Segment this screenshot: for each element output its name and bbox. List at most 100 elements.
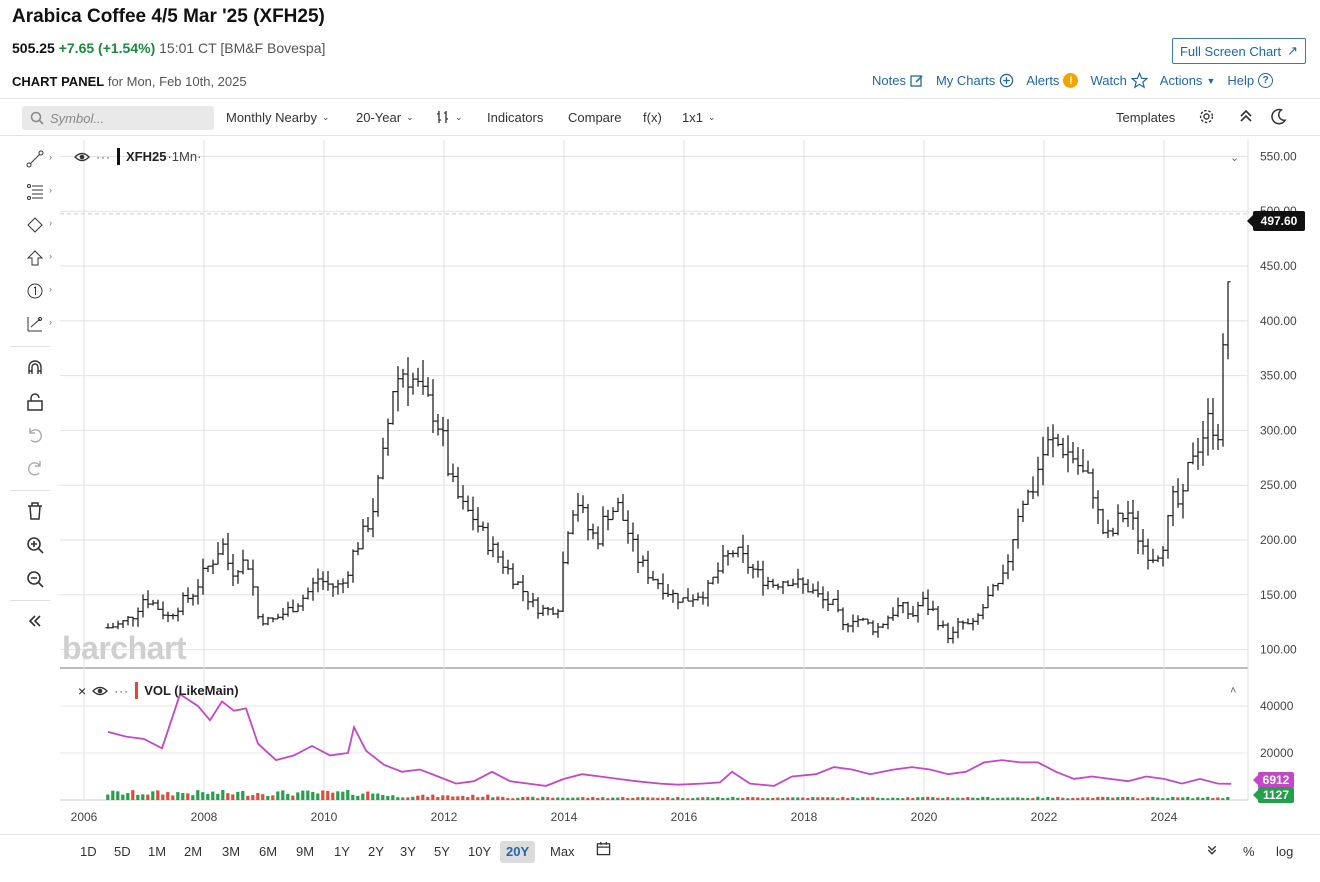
redo-button[interactable] bbox=[22, 457, 48, 479]
gear-icon bbox=[1199, 109, 1214, 124]
volume-bar bbox=[806, 798, 810, 800]
undo-button[interactable] bbox=[22, 424, 48, 446]
volume-bar bbox=[1211, 797, 1215, 800]
volume-bar bbox=[1126, 796, 1130, 800]
symbol-search-input[interactable]: Symbol... bbox=[22, 106, 214, 130]
compare-button[interactable]: Compare bbox=[568, 110, 621, 125]
templates-button[interactable]: Templates bbox=[1116, 110, 1175, 125]
layout-label: 1x1 bbox=[682, 110, 703, 125]
volume-bar bbox=[991, 798, 995, 800]
volume-bar bbox=[1056, 796, 1060, 800]
trendline-tool[interactable] bbox=[22, 148, 48, 170]
layout-dropdown[interactable]: 1x1 ⌄ bbox=[682, 110, 716, 125]
fibonacci-tool[interactable] bbox=[22, 181, 48, 203]
star-icon bbox=[1130, 72, 1148, 89]
period-selector-bar: % log 1D 5D 1M 2M 3M 6M 9M 1Y 2Y 3Y 5Y 10Y 20Y Max bbox=[0, 834, 1320, 864]
zoom-out-button[interactable] bbox=[22, 568, 48, 590]
arrow-tool[interactable] bbox=[22, 247, 48, 269]
chevron-right-icon: › bbox=[49, 152, 52, 162]
shapes-tool[interactable] bbox=[22, 214, 48, 236]
collapse-toolbar-button[interactable] bbox=[1238, 108, 1254, 124]
settings-button[interactable] bbox=[1198, 108, 1215, 125]
eye-icon[interactable] bbox=[92, 685, 109, 697]
volume-bar bbox=[781, 797, 785, 800]
volume-bar bbox=[741, 797, 745, 800]
period-6m[interactable]: 6M bbox=[259, 844, 278, 859]
delete-drawings-button[interactable] bbox=[22, 500, 48, 522]
alerts-link[interactable]: Alerts ! bbox=[1026, 73, 1079, 88]
caret-down-icon: ▼ bbox=[1206, 75, 1216, 86]
annotation-tool[interactable] bbox=[22, 280, 48, 302]
volume-bar bbox=[111, 790, 115, 800]
dark-mode-toggle[interactable] bbox=[1270, 108, 1287, 125]
volume-bar bbox=[901, 798, 905, 800]
my-charts-link[interactable]: My Charts bbox=[936, 73, 1014, 88]
period-1m[interactable]: 1M bbox=[148, 844, 167, 859]
volume-bar bbox=[636, 797, 640, 800]
measure-tool[interactable] bbox=[22, 313, 48, 335]
volume-bar bbox=[796, 797, 800, 800]
price-chart[interactable]: 100.00 150.00 200.00 250.00 300.00 350.00 400.… bbox=[0, 0, 1320, 834]
full-screen-chart-button[interactable]: Full Screen Chart ↗ bbox=[1172, 38, 1306, 64]
period-2m[interactable]: 2M bbox=[184, 844, 203, 859]
more-options-icon[interactable]: ··· bbox=[114, 683, 130, 698]
lock-toggle[interactable] bbox=[22, 391, 48, 413]
period-3m[interactable]: 3M bbox=[222, 844, 241, 859]
chevron-right-icon: › bbox=[49, 251, 52, 261]
volume-bar bbox=[326, 791, 330, 800]
period-max[interactable]: Max bbox=[550, 844, 575, 859]
period-10y[interactable]: 10Y bbox=[468, 844, 492, 859]
percent-scale-toggle[interactable]: % bbox=[1243, 844, 1255, 859]
log-scale-toggle[interactable]: log bbox=[1276, 844, 1294, 859]
main-series-legend[interactable]: ··· XFH25 ·1Mn· bbox=[74, 148, 201, 165]
trendline-icon bbox=[26, 150, 44, 168]
close-icon[interactable]: × bbox=[78, 682, 87, 699]
help-link[interactable]: Help ? bbox=[1227, 73, 1274, 88]
function-button[interactable]: f(x) bbox=[643, 110, 662, 125]
volume-tick-label: 20000 bbox=[1260, 746, 1294, 760]
period-9m[interactable]: 9M bbox=[296, 844, 315, 859]
volume-bar bbox=[1191, 798, 1195, 800]
aggregation-dropdown[interactable]: Monthly Nearby ⌄ bbox=[226, 110, 330, 125]
chart-type-dropdown[interactable]: ⌄ bbox=[436, 110, 463, 124]
range-dropdown[interactable]: 20-Year ⌄ bbox=[356, 110, 414, 125]
volume-bar bbox=[1076, 797, 1080, 800]
period-3y[interactable]: 3Y bbox=[400, 844, 416, 859]
volume-bar bbox=[816, 797, 820, 800]
volume-bar bbox=[271, 795, 275, 800]
volume-bar bbox=[276, 791, 280, 800]
volume-bar bbox=[626, 798, 630, 800]
volume-bar bbox=[391, 795, 395, 800]
volume-bar bbox=[956, 797, 960, 800]
period-5y[interactable]: 5Y bbox=[434, 844, 450, 859]
zoom-in-button[interactable] bbox=[22, 534, 48, 556]
more-options-icon[interactable]: ··· bbox=[96, 149, 111, 164]
magnet-toggle[interactable] bbox=[22, 357, 48, 379]
expand-down-button[interactable] bbox=[1200, 841, 1224, 863]
volume-bar bbox=[641, 797, 645, 800]
actions-menu[interactable]: Actions ▼ bbox=[1160, 73, 1216, 88]
period-20y[interactable]: 20Y bbox=[500, 841, 536, 863]
volume-bar bbox=[1141, 798, 1145, 800]
volume-bar bbox=[336, 791, 340, 800]
indicators-button[interactable]: Indicators bbox=[487, 110, 543, 125]
eye-icon[interactable] bbox=[74, 151, 90, 163]
notes-link[interactable]: Notes bbox=[872, 73, 924, 88]
volume-bar bbox=[821, 797, 825, 800]
volume-legend[interactable]: × ··· VOL (LikeMain) bbox=[78, 682, 239, 699]
volume-bar bbox=[1026, 797, 1030, 800]
period-1d[interactable]: 1D bbox=[80, 844, 97, 859]
volume-bar bbox=[1091, 798, 1095, 800]
volume-bar bbox=[1101, 796, 1105, 800]
volume-bar bbox=[436, 797, 440, 800]
volume-bar bbox=[1221, 798, 1225, 800]
collapse-sidebar-button[interactable] bbox=[22, 610, 48, 632]
period-5d[interactable]: 5D bbox=[114, 844, 131, 859]
period-2y[interactable]: 2Y bbox=[368, 844, 384, 859]
volume-bar bbox=[911, 797, 915, 800]
calendar-button[interactable] bbox=[590, 841, 617, 863]
watch-link[interactable]: Watch bbox=[1090, 72, 1148, 89]
volume-bar bbox=[301, 790, 305, 800]
period-1y[interactable]: 1Y bbox=[334, 844, 350, 859]
volume-bar bbox=[751, 797, 755, 800]
